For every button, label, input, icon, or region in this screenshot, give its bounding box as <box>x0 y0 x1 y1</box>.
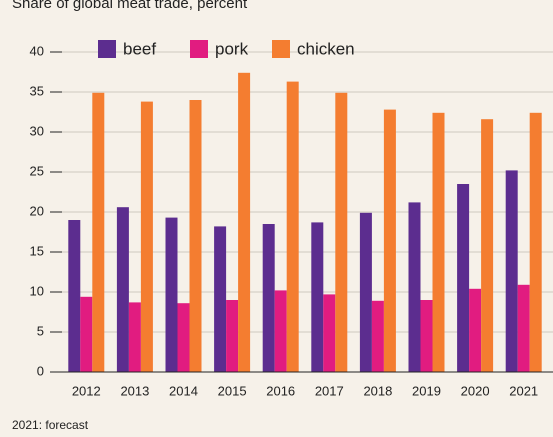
bar <box>214 226 227 372</box>
bar <box>371 300 384 372</box>
x-tick-label: 2017 <box>315 383 344 398</box>
x-tick-label: 2013 <box>120 383 149 398</box>
y-tick-label: 25 <box>30 163 44 178</box>
x-tick-label: 2019 <box>412 383 441 398</box>
y-tick-label: 10 <box>30 283 44 298</box>
bar <box>383 109 396 372</box>
y-tick-label: 40 <box>30 43 44 58</box>
legend-label: chicken <box>297 39 355 58</box>
bar <box>432 112 445 373</box>
x-tick-label: 2016 <box>266 383 295 398</box>
x-tick-label: 2014 <box>169 383 198 398</box>
y-tick-label: 20 <box>30 203 44 218</box>
y-tick-label: 5 <box>37 323 44 338</box>
bar <box>323 294 336 372</box>
legend-label: beef <box>123 39 156 58</box>
bar <box>226 300 239 372</box>
bar <box>505 170 518 372</box>
bar <box>286 81 299 372</box>
bar <box>238 72 251 373</box>
x-tick-label: 2012 <box>72 383 101 398</box>
bar <box>420 300 433 372</box>
bar <box>92 92 105 373</box>
bar <box>128 302 141 372</box>
bar <box>189 100 202 372</box>
bar <box>335 92 348 373</box>
legend-label: pork <box>215 39 249 58</box>
bar <box>116 207 129 372</box>
bar <box>165 217 178 372</box>
bar <box>177 303 190 372</box>
y-tick-label: 15 <box>30 243 44 258</box>
footnote: 2021: forecast <box>12 418 89 432</box>
bar <box>68 220 81 372</box>
bar <box>529 112 542 373</box>
y-tick-label: 35 <box>30 83 44 98</box>
bar <box>311 222 324 372</box>
x-tick-label: 2015 <box>218 383 247 398</box>
legend-swatch <box>98 40 116 58</box>
bar <box>481 119 494 372</box>
bar <box>469 288 482 372</box>
bar <box>457 184 470 372</box>
bar <box>517 284 530 372</box>
x-tick-label: 2020 <box>461 383 490 398</box>
bar <box>262 224 275 372</box>
bar <box>140 101 153 372</box>
legend-swatch <box>190 40 208 58</box>
x-tick-label: 2018 <box>363 383 392 398</box>
bar <box>80 296 93 372</box>
bar <box>274 290 287 372</box>
bar <box>359 212 372 372</box>
y-tick-label: 30 <box>30 123 44 138</box>
legend-swatch <box>272 40 290 58</box>
chart-title: Share of global meat trade, percent <box>12 0 248 12</box>
y-tick-label: 0 <box>37 363 44 378</box>
x-tick-label: 2021 <box>509 383 538 398</box>
bar <box>408 202 421 372</box>
